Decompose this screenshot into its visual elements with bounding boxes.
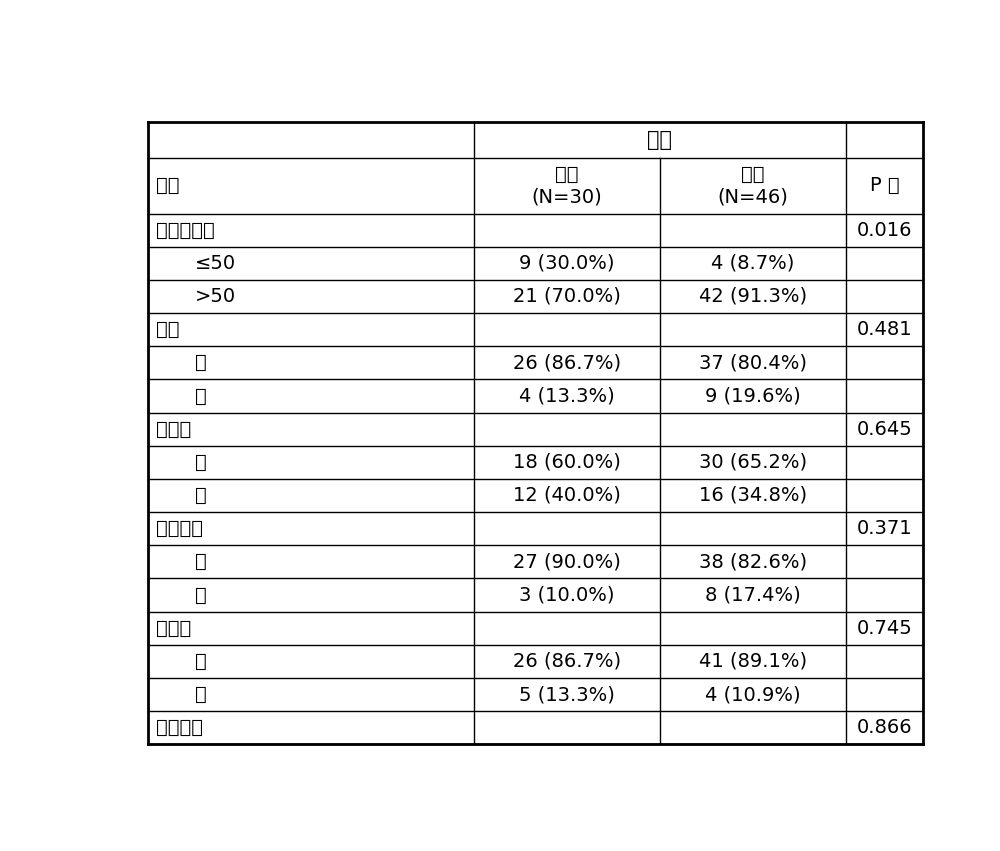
Text: 27 (90.0%): 27 (90.0%) [513,552,621,571]
Text: 18 (60.0%): 18 (60.0%) [513,453,621,471]
Text: 37 (80.4%): 37 (80.4%) [699,353,807,372]
Text: 乙肝感染: 乙肝感染 [156,519,203,538]
Text: 9 (19.6%): 9 (19.6%) [705,386,801,405]
Text: P 值: P 值 [870,176,899,195]
Text: 5 (13.3%): 5 (13.3%) [519,685,615,704]
Text: 12 (40.0%): 12 (40.0%) [513,486,621,505]
Text: 0.645: 0.645 [857,420,912,438]
Text: 男: 男 [195,353,207,372]
Text: 肝硬化: 肝硬化 [156,420,191,438]
Text: 42 (91.3%): 42 (91.3%) [699,287,807,306]
Text: 有: 有 [195,453,207,471]
Text: 4 (10.9%): 4 (10.9%) [705,685,801,704]
Text: 38 (82.6%): 38 (82.6%) [699,552,807,571]
Text: 原发灶: 原发灶 [156,619,191,637]
Text: 年龄（岁）: 年龄（岁） [156,220,215,240]
Text: 4 (8.7%): 4 (8.7%) [711,254,794,273]
Text: 失败
(N=46): 失败 (N=46) [717,165,788,206]
Text: 否: 否 [195,685,207,704]
Text: 4 (13.3%): 4 (13.3%) [519,386,615,405]
Text: 数量: 数量 [647,130,672,150]
Text: 0.866: 0.866 [857,718,912,737]
Text: 成功
(N=30): 成功 (N=30) [531,165,602,206]
Text: 30 (65.2%): 30 (65.2%) [699,453,807,471]
Text: 有: 有 [195,552,207,571]
Text: 性别: 性别 [156,320,180,339]
Text: 0.481: 0.481 [857,320,912,339]
Text: 26 (86.7%): 26 (86.7%) [513,652,621,671]
Text: 术前治疗: 术前治疗 [156,718,203,737]
Text: 无: 无 [195,585,207,604]
Text: 41 (89.1%): 41 (89.1%) [699,652,807,671]
Text: 26 (86.7%): 26 (86.7%) [513,353,621,372]
Text: 0.745: 0.745 [857,619,912,637]
Text: ≤50: ≤50 [195,254,236,273]
Text: 9 (30.0%): 9 (30.0%) [519,254,614,273]
Text: 8 (17.4%): 8 (17.4%) [705,585,801,604]
Text: 0.371: 0.371 [857,519,912,538]
Text: 16 (34.8%): 16 (34.8%) [699,486,807,505]
Text: >50: >50 [195,287,236,306]
Text: 21 (70.0%): 21 (70.0%) [513,287,621,306]
Text: 无: 无 [195,486,207,505]
Text: 0.016: 0.016 [857,220,912,240]
Text: 女: 女 [195,386,207,405]
Text: 3 (10.0%): 3 (10.0%) [519,585,614,604]
Text: 是: 是 [195,652,207,671]
Text: 参数: 参数 [156,176,180,195]
